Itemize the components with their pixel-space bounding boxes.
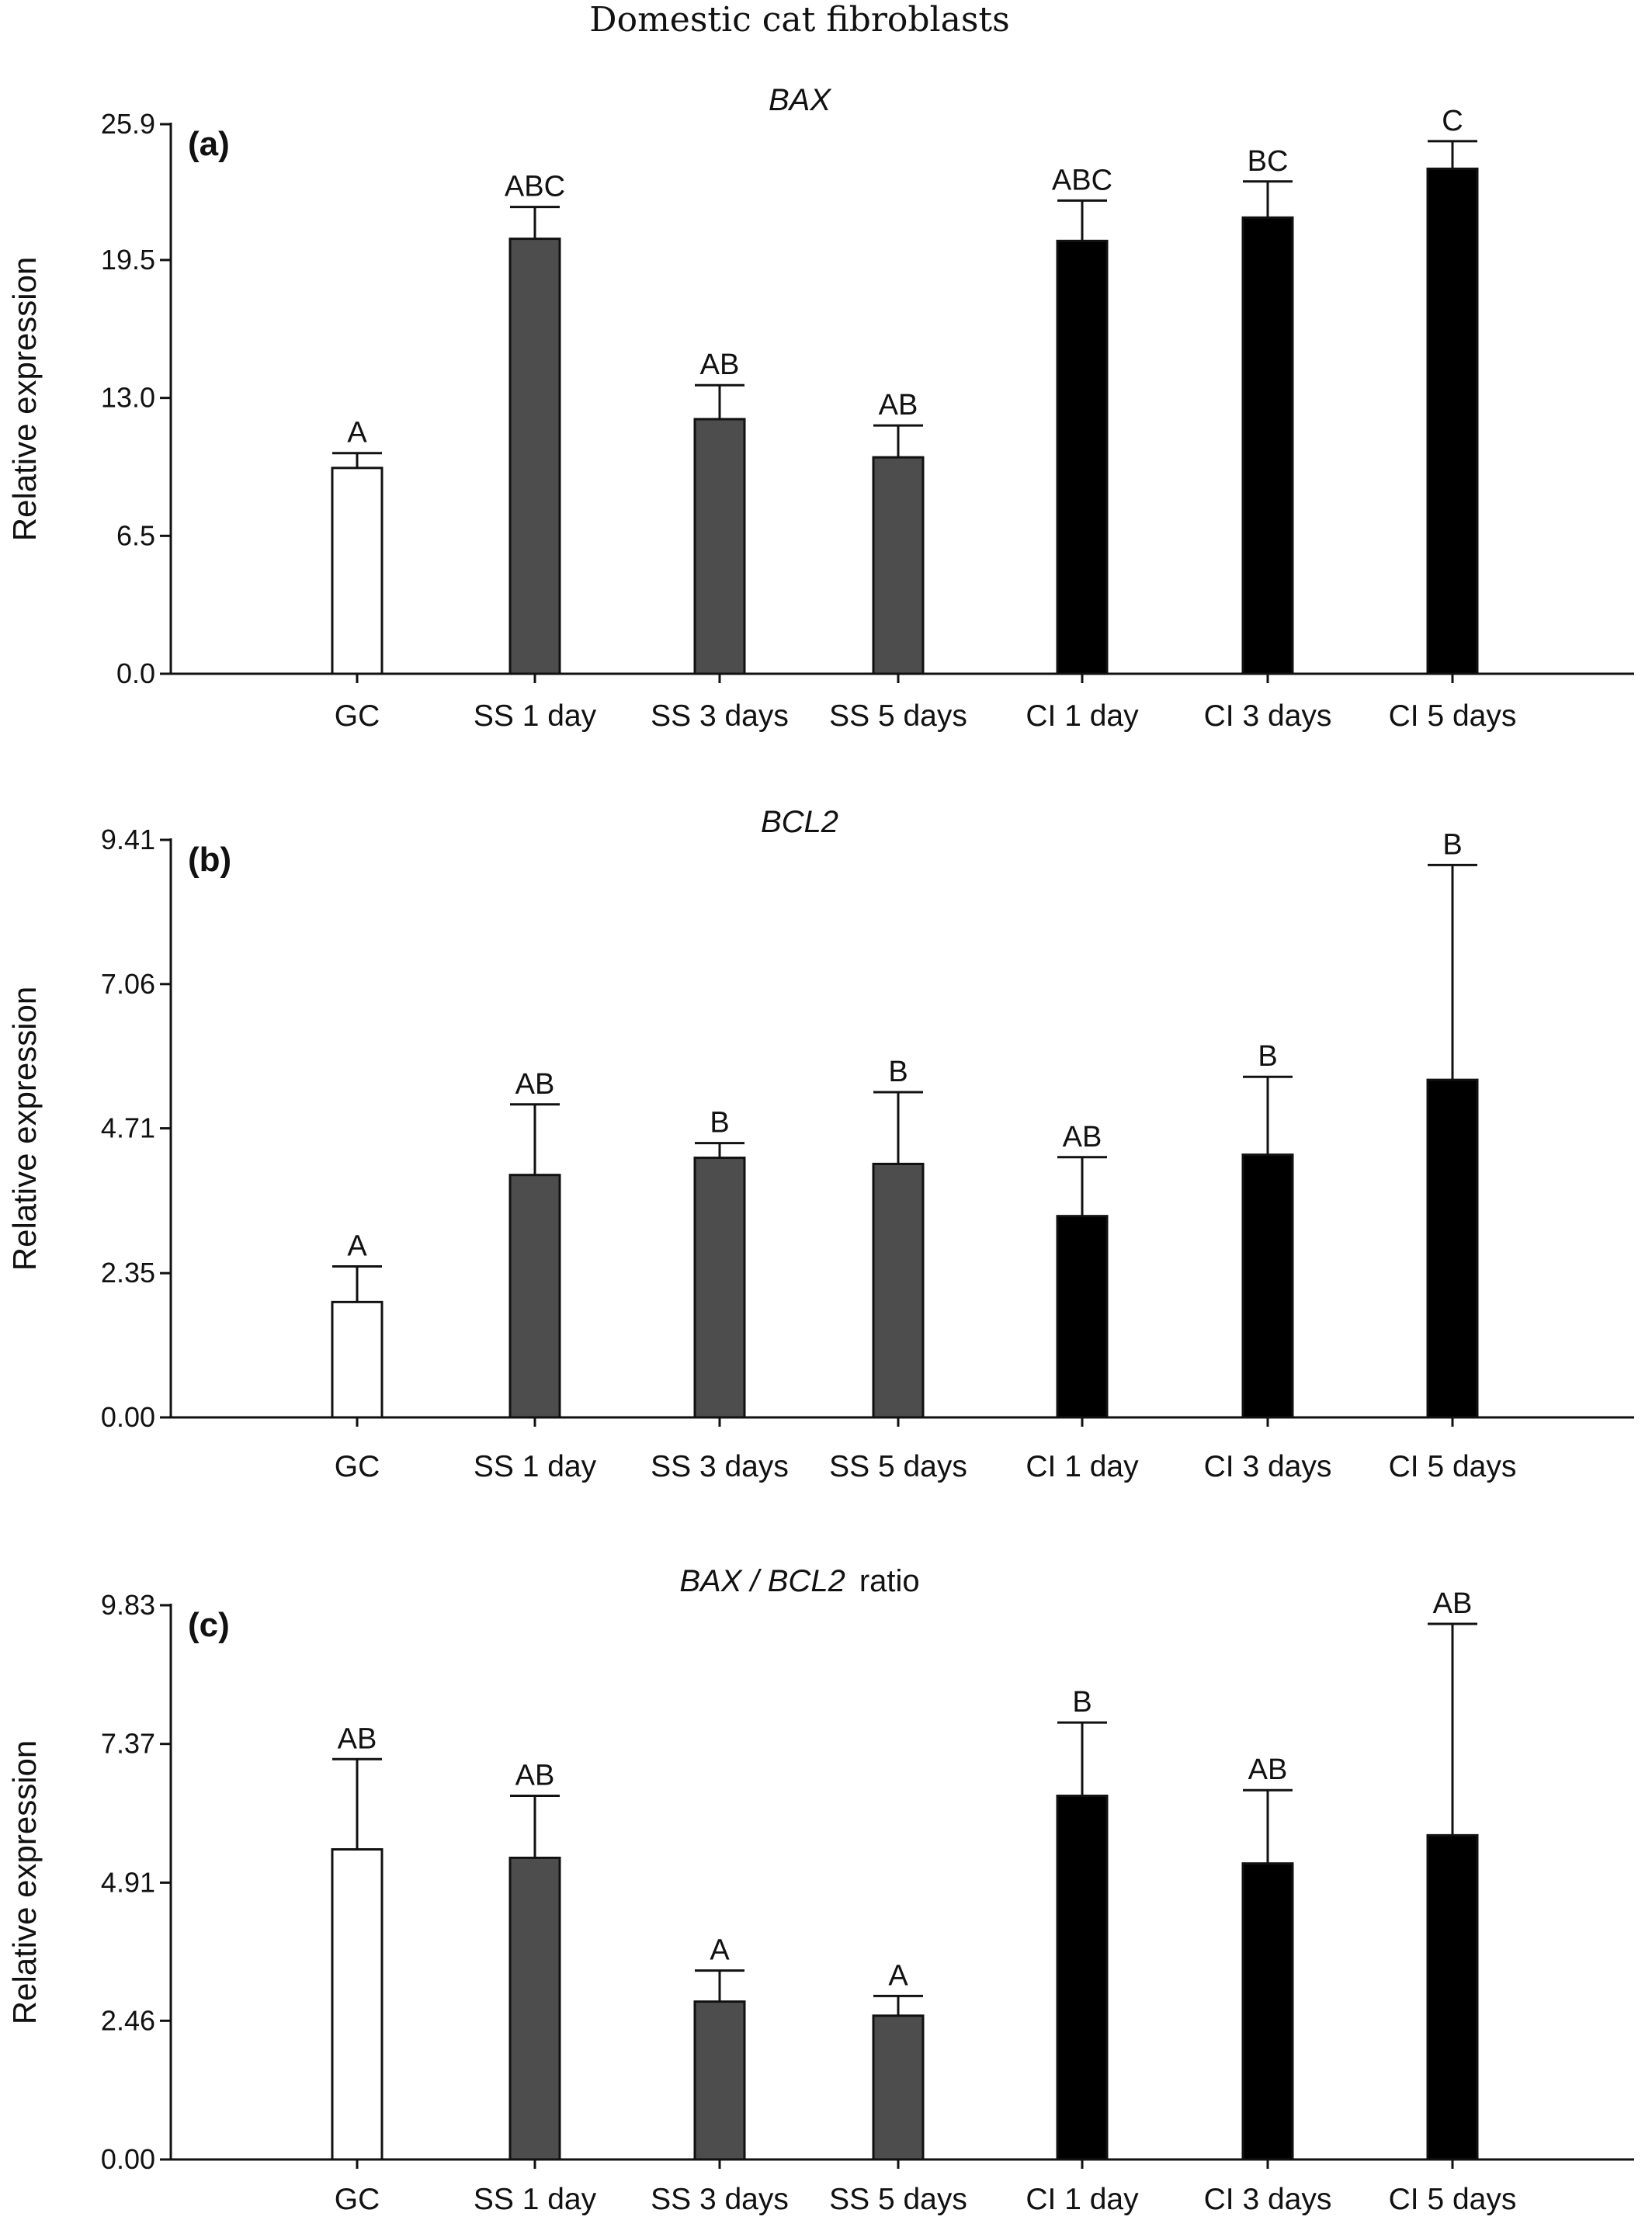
- bar: [1426, 167, 1479, 675]
- significance-label: AB: [1248, 1754, 1288, 1786]
- bar: [872, 1162, 925, 1419]
- figure-title: Domestic cat fibroblasts: [589, 0, 1009, 40]
- y-tick-label: 0.00: [101, 1401, 155, 1433]
- y-tick-label: 2.35: [101, 1257, 155, 1289]
- y-tick-label: 25.9: [101, 108, 155, 140]
- x-tick-label: GC: [335, 1450, 380, 1483]
- significance-label: C: [1442, 105, 1463, 137]
- x-tick-label: CI 5 days: [1389, 699, 1517, 733]
- significance-label: AB: [515, 1068, 555, 1101]
- x-tick-label: CI 5 days: [1389, 2183, 1517, 2216]
- significance-label: AB: [1433, 1587, 1473, 1620]
- bar: [693, 1157, 746, 1419]
- bar: [331, 1300, 384, 1419]
- significance-label: A: [710, 1934, 730, 1967]
- bar: [872, 2014, 925, 2161]
- panel-title: BAX: [769, 83, 831, 117]
- y-tick-label: 7.06: [101, 968, 155, 1000]
- x-tick-label: SS 1 day: [474, 699, 597, 733]
- panel-title-suffix: ratio: [859, 1564, 920, 1598]
- x-tick-label: SS 1 day: [474, 1450, 597, 1483]
- bar: [508, 1856, 561, 2161]
- x-tick-label: SS 3 days: [651, 1450, 789, 1483]
- y-tick-label: 0.0: [116, 657, 155, 689]
- bar: [1426, 1833, 1479, 2161]
- x-tick-label: SS 5 days: [829, 1450, 967, 1483]
- y-tick-label: 9.41: [101, 824, 155, 855]
- significance-label: ABC: [1052, 164, 1112, 196]
- y-axis-label: Relative expression: [6, 987, 43, 1271]
- bar: [1056, 1795, 1109, 2161]
- x-tick-label: GC: [335, 699, 380, 733]
- x-tick-label: CI 1 day: [1026, 699, 1139, 733]
- bar: [1426, 1078, 1479, 1419]
- bar: [693, 2000, 746, 2161]
- significance-label: B: [1072, 1686, 1092, 1719]
- panel-1: BAX (a) Relative expression 0.0 6.5 13.0 19.5 2…: [6, 83, 1634, 733]
- y-tick-label: 13.0: [101, 382, 155, 414]
- x-tick-label: CI 1 day: [1026, 2183, 1139, 2216]
- panel-title-gene: BCL2: [761, 805, 838, 839]
- y-tick-label: 4.91: [101, 1866, 155, 1898]
- x-tick-label: SS 3 days: [651, 2183, 789, 2216]
- bar: [1241, 1153, 1294, 1419]
- x-tick-label: CI 3 days: [1204, 1450, 1332, 1483]
- significance-label: B: [1258, 1040, 1277, 1073]
- significance-label: AB: [1063, 1121, 1102, 1153]
- x-tick-label: SS 3 days: [651, 699, 789, 733]
- y-tick-label: 0.00: [101, 2143, 155, 2175]
- significance-label: AB: [515, 1760, 555, 1792]
- significance-label: BC: [1248, 145, 1289, 178]
- panel-letter: (a): [188, 125, 230, 163]
- bar: [1241, 1862, 1294, 2161]
- bar: [1056, 1215, 1109, 1419]
- x-tick-label: GC: [335, 2183, 380, 2216]
- bar: [508, 238, 561, 675]
- bar: [331, 1848, 384, 2161]
- significance-label: AB: [338, 1722, 377, 1755]
- x-tick-label: CI 1 day: [1026, 1450, 1139, 1483]
- significance-label: A: [347, 1230, 367, 1263]
- significance-label: B: [888, 1056, 908, 1088]
- panel-title: BCL2: [761, 805, 838, 839]
- significance-label: B: [710, 1107, 729, 1140]
- x-tick-label: SS 5 days: [829, 699, 967, 733]
- panel-title-gene: BAX / BCL2: [679, 1564, 845, 1598]
- bar: [331, 467, 384, 675]
- x-tick-label: CI 3 days: [1204, 2183, 1332, 2216]
- y-tick-label: 2.46: [101, 2004, 155, 2036]
- y-tick-label: 6.5: [116, 519, 155, 551]
- significance-label: A: [888, 1959, 908, 1992]
- x-tick-label: SS 5 days: [829, 2183, 967, 2216]
- x-tick-label: SS 1 day: [474, 2183, 597, 2216]
- significance-label: ABC: [505, 171, 565, 203]
- y-axis-label: Relative expression: [6, 257, 43, 542]
- bar: [508, 1174, 561, 1419]
- bar: [872, 456, 925, 675]
- y-tick-label: 7.37: [101, 1728, 155, 1760]
- significance-label: AB: [879, 389, 918, 421]
- panel-title: BAX / BCL2 ratio: [679, 1564, 919, 1598]
- bar: [693, 418, 746, 675]
- panel-letter: (b): [188, 841, 231, 879]
- y-tick-label: 19.5: [101, 244, 155, 276]
- significance-label: AB: [700, 349, 740, 381]
- bar: [1056, 239, 1109, 675]
- bar: [1241, 216, 1294, 675]
- panel-2: BCL2 (b) Relative expression 0.00 2.35 4.71 7.…: [6, 805, 1634, 1483]
- panel-letter: (c): [188, 1606, 230, 1644]
- significance-label: B: [1442, 828, 1462, 861]
- x-tick-label: CI 3 days: [1204, 699, 1332, 733]
- significance-label: A: [347, 417, 367, 449]
- y-tick-label: 4.71: [101, 1112, 155, 1144]
- panel-3: BAX / BCL2 ratio (c) Relative expression 0.0…: [6, 1564, 1634, 2216]
- x-tick-label: CI 5 days: [1389, 1450, 1517, 1483]
- y-axis-label: Relative expression: [6, 1740, 43, 2025]
- panel-title-gene: BAX: [769, 83, 831, 117]
- y-tick-label: 9.83: [101, 1589, 155, 1621]
